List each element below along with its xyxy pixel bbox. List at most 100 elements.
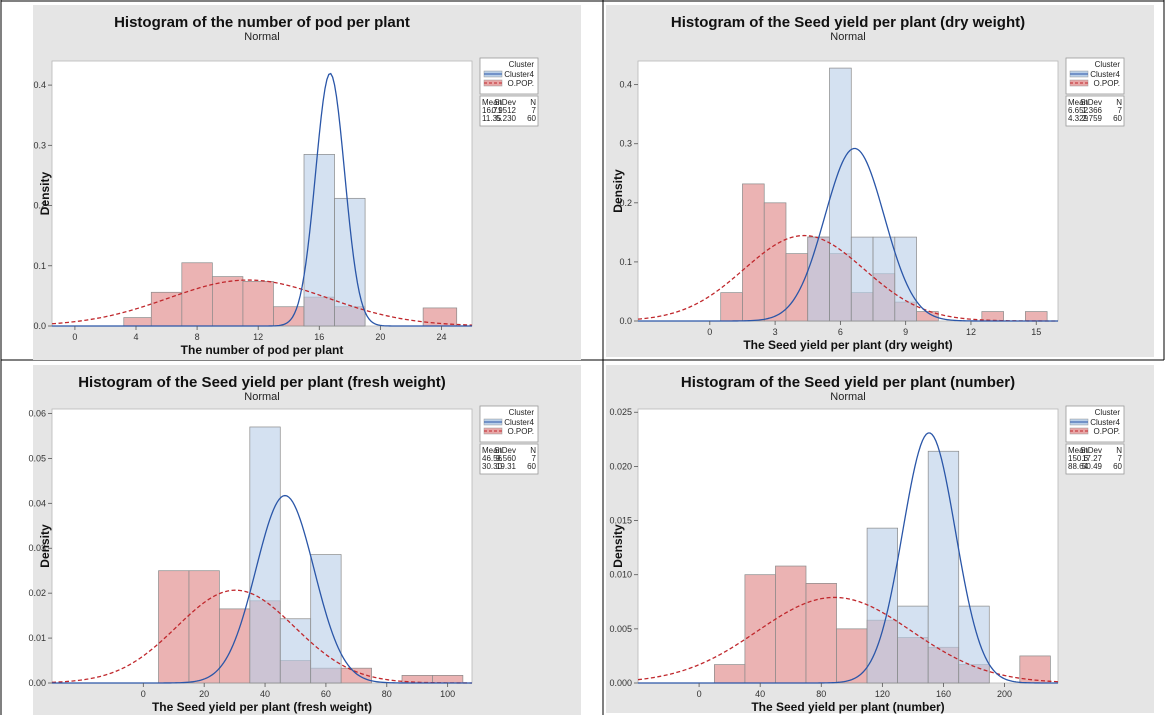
stats-value: 60 (527, 114, 536, 123)
stats-value: 88.64 (1068, 462, 1089, 471)
y-tick-label: 0.02 (28, 588, 46, 598)
stats-value: 7 (1118, 454, 1123, 463)
stats-value: 30.30 (482, 462, 503, 471)
stats-value: 5.230 (496, 114, 517, 123)
stats-value: 0.9512 (492, 106, 517, 115)
stats-value: 60 (527, 462, 536, 471)
legend-label: O.POP. (1093, 79, 1120, 88)
stats-value: 7 (532, 106, 537, 115)
chart-subtitle: Normal (830, 31, 865, 43)
y-tick-label: 0.020 (609, 461, 632, 471)
y-tick-label: 0.015 (609, 516, 632, 526)
stats-header: Mean (482, 98, 502, 107)
histogram-bar (805, 583, 837, 684)
stats-value: 60 (1113, 462, 1122, 471)
x-tick-label: 4 (133, 332, 138, 342)
x-tick-label: 120 (875, 689, 890, 699)
y-axis-label: Density (611, 524, 625, 568)
x-tick-label: 16 (314, 332, 324, 342)
x-tick-label: 20 (199, 689, 209, 699)
x-axis-label: The Seed yield per plant (dry weight) (743, 338, 952, 352)
y-tick-label: 0.1 (33, 261, 46, 271)
legend-label: O.POP. (1093, 427, 1120, 436)
y-tick-label: 0.0 (619, 316, 632, 326)
chart-title: Histogram of the number of pod per plant (114, 14, 410, 31)
normal-fit-curve-o-pop- (51, 279, 473, 326)
y-tick-label: 0.3 (619, 139, 632, 149)
y-tick-label: 0.025 (609, 407, 632, 417)
y-tick-label: 0.0 (33, 321, 46, 331)
x-tick-label: 15 (1031, 327, 1041, 337)
histogram-bar (927, 450, 960, 684)
stats-value: 2.759 (1082, 114, 1103, 123)
histogram-bar (836, 628, 868, 684)
x-tick-label: 24 (436, 332, 446, 342)
stats-header: Mean (1068, 446, 1088, 455)
y-tick-label: 0.2 (33, 201, 46, 211)
stats-value: 7 (532, 454, 537, 463)
y-tick-label: 0.000 (609, 678, 632, 688)
stats-value: 6.652 (1068, 106, 1089, 115)
histogram-bar (273, 306, 305, 327)
normal-fit-curve-o-pop- (637, 234, 1058, 322)
chart-subtitle: Normal (830, 391, 865, 403)
y-tick-label: 0.04 (28, 498, 46, 508)
chart-panel-4: Histogram of the Seed yield per plant (n… (606, 365, 1154, 714)
y-tick-label: 0.06 (28, 408, 46, 418)
histogram-bar (829, 67, 852, 322)
y-tick-label: 0.4 (619, 80, 632, 90)
x-tick-label: 80 (382, 689, 392, 699)
legend-title: Cluster (509, 60, 535, 69)
x-tick-label: 3 (773, 327, 778, 337)
x-tick-label: 200 (997, 689, 1012, 699)
y-tick-label: 0.03 (28, 543, 46, 553)
x-tick-label: 60 (321, 689, 331, 699)
stats-value: 16.71 (482, 106, 503, 115)
stats-header: StDev (494, 446, 516, 455)
histogram-bar (123, 317, 152, 327)
histogram-bar (981, 311, 1004, 322)
y-tick-label: 0.005 (609, 624, 632, 634)
stats-box (479, 443, 539, 475)
stats-value: 50.49 (1082, 462, 1103, 471)
stats-box (479, 95, 539, 127)
y-tick-label: 0.2 (619, 198, 632, 208)
stats-header: N (530, 98, 536, 107)
normal-fit-curve-cluster4 (638, 147, 1058, 322)
bars-cluster4 (807, 67, 917, 322)
histogram-bar (775, 565, 807, 684)
histogram-bar (249, 426, 281, 684)
histogram-bar (720, 292, 743, 322)
y-axis-label: Density (38, 524, 52, 568)
x-tick-label: 12 (253, 332, 263, 342)
x-tick-label: 80 (816, 689, 826, 699)
stats-header: N (1116, 98, 1122, 107)
histogram-bar (158, 570, 190, 684)
stats-value: 1.366 (1082, 106, 1103, 115)
stats-header: StDev (1080, 446, 1102, 455)
x-tick-label: 0 (697, 689, 702, 699)
stats-value: 46.56 (482, 454, 503, 463)
y-tick-label: 0.4 (33, 80, 46, 90)
x-axis-label: The number of pod per plant (181, 343, 344, 357)
panels: Histogram of the number of pod per plant… (28, 5, 1154, 715)
histogram-bar (894, 236, 917, 322)
chart-panel-2: Histogram of the Seed yield per plant (d… (606, 5, 1154, 357)
normal-fit-curve-o-pop- (637, 596, 1059, 683)
histogram-bar (181, 262, 213, 327)
legend-title: Cluster (509, 408, 535, 417)
stats-value: 4.329 (1068, 114, 1089, 123)
x-tick-label: 160 (936, 689, 951, 699)
y-axis-label: Density (611, 169, 625, 213)
histogram-bar (763, 202, 787, 322)
x-axis-label: The Seed yield per plant (number) (751, 700, 944, 714)
stats-header: StDev (1080, 98, 1102, 107)
bars-cluster4 (249, 426, 342, 684)
